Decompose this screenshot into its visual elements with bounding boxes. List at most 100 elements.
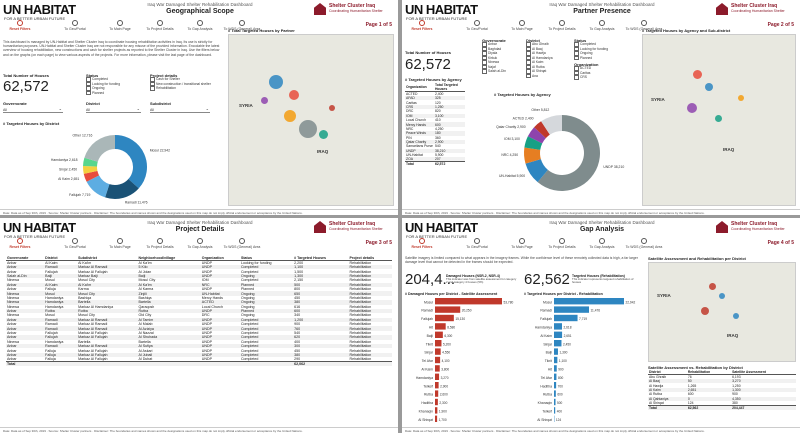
table-row[interactable]: Ninewa Hamdaniya Bashiqa Bashiqa Mercy Hands… bbox=[7, 295, 372, 300]
column-header[interactable]: Organization bbox=[200, 256, 240, 261]
donut-slice[interactable] bbox=[86, 175, 110, 198]
status-filter[interactable]: Completed Looking for funding Ongoing Plann… bbox=[86, 77, 120, 95]
bar[interactable] bbox=[554, 323, 562, 330]
table-row[interactable]: Anbar Fallujah Markaz Al Fallujah Al Shuhad… bbox=[6, 335, 392, 340]
donut-slice[interactable] bbox=[105, 179, 139, 199]
map-marker[interactable] bbox=[261, 97, 268, 104]
district-row[interactable]: Al Baaj 50 3,270 bbox=[648, 379, 796, 384]
subdistrict-select[interactable]: All bbox=[150, 106, 210, 113]
column-header[interactable]: Project details bbox=[348, 256, 392, 261]
map-marker[interactable] bbox=[733, 313, 739, 319]
donut-slice[interactable] bbox=[527, 127, 546, 144]
column-header[interactable]: Neighborhood/village bbox=[137, 256, 201, 261]
reset-filters-button[interactable]: Reset Filters bbox=[0, 20, 40, 31]
agency-row[interactable]: ACTED 2,400 bbox=[406, 92, 444, 96]
bar[interactable] bbox=[554, 356, 558, 364]
table-row[interactable]: Ninewa Hamdaniya Bartella Bartella UNDP Compl… bbox=[7, 339, 372, 344]
table-row[interactable]: Ninewa Mosul Mosul City Mosul City IOM Comple… bbox=[7, 278, 372, 283]
bar[interactable] bbox=[435, 398, 438, 406]
donut-slice[interactable] bbox=[524, 147, 541, 164]
column-header[interactable]: District bbox=[44, 256, 78, 261]
nav-main-button[interactable]: To Main Page bbox=[100, 20, 140, 31]
bar[interactable] bbox=[554, 398, 556, 406]
agency-row[interactable]: Caritas 120 bbox=[406, 100, 441, 105]
agency-map[interactable]: SYRIA IRAQ bbox=[642, 34, 796, 206]
agency-row[interactable]: UN-Habitat 5,900 bbox=[406, 153, 444, 158]
donut-slice[interactable] bbox=[83, 166, 98, 174]
donut-slice[interactable] bbox=[534, 121, 550, 139]
district-row[interactable]: Al Rutba 600 900 bbox=[649, 392, 738, 397]
gap-map[interactable]: SYRIA IRAQ bbox=[648, 262, 796, 362]
nav-gap-analysis-button[interactable]: To Gap Analysis bbox=[180, 20, 220, 31]
column-header[interactable]: # Targeted Houses bbox=[293, 256, 349, 261]
map-marker[interactable] bbox=[284, 110, 296, 122]
governorate-select[interactable]: All bbox=[3, 106, 63, 113]
map-marker[interactable] bbox=[709, 283, 716, 290]
agency-row[interactable]: Qatar Charity 2,900 bbox=[405, 139, 465, 145]
map-marker[interactable] bbox=[269, 75, 283, 89]
organization-filter[interactable]: ACTED Caritas CRS bbox=[574, 66, 591, 80]
bar[interactable] bbox=[554, 340, 562, 347]
nav-geo-button[interactable]: To Geo/Portal bbox=[457, 20, 497, 31]
bar[interactable] bbox=[554, 306, 590, 313]
table-row[interactable]: Anbar Falluja Karma Al Karma UNDP Planned 800 R… bbox=[7, 287, 372, 292]
map-marker[interactable] bbox=[719, 293, 725, 299]
donut-slice[interactable] bbox=[524, 136, 543, 150]
map-marker[interactable] bbox=[299, 120, 317, 138]
donut-slice[interactable] bbox=[115, 135, 147, 189]
nav-main-button[interactable]: To Main Page bbox=[502, 20, 542, 31]
map-marker[interactable] bbox=[289, 90, 299, 100]
table-row[interactable]: Anbar Fallujah Markaz Al Fallujah Al Jolan U… bbox=[7, 269, 372, 274]
map-marker[interactable] bbox=[715, 115, 722, 122]
agency-donut-chart[interactable]: UNDP 38,210 UN-Habitat 5,900 NRC 4,250 IOM … bbox=[487, 98, 637, 208]
bar[interactable] bbox=[435, 365, 440, 372]
reset-filters-button[interactable]: Reset Filters bbox=[402, 238, 442, 249]
nav-wds-button[interactable]: To WDS (General) Area bbox=[624, 20, 664, 31]
reset-filters-button[interactable]: Reset Filters bbox=[402, 20, 442, 31]
donut-slice[interactable] bbox=[84, 135, 115, 162]
table-row[interactable]: Anbar Ramadi Markaz Al Ramadi Al Malab UNDP C… bbox=[7, 322, 372, 327]
map-marker[interactable] bbox=[687, 103, 697, 113]
status-filter[interactable]: Completed Looking for funding Ongoing Plann… bbox=[574, 42, 608, 60]
nav-geo-button[interactable]: To Geo/Portal bbox=[457, 238, 497, 249]
district-row[interactable]: Al Qahtaniya 0 4,350 bbox=[648, 396, 796, 401]
nav-gap-analysis-button[interactable]: To Gap Analysis bbox=[180, 238, 220, 249]
bar[interactable] bbox=[554, 373, 557, 380]
donut-slice[interactable] bbox=[83, 170, 100, 182]
donut-slice[interactable] bbox=[83, 157, 98, 167]
bar[interactable] bbox=[554, 348, 558, 355]
table-row[interactable]: Anbar Fallujah Markaz Al Fallujah Al Nazzal… bbox=[7, 331, 372, 336]
district-row[interactable]: Al Shirqat 124 380 bbox=[649, 400, 738, 405]
bar[interactable] bbox=[554, 331, 563, 338]
table-row[interactable]: Anbar Falluja Markaz Al Fallujah Al Askari U… bbox=[7, 348, 372, 353]
nav-project-details-button[interactable]: To Project Details bbox=[140, 238, 180, 249]
table-row[interactable]: Anbar Ramadi Markaz Al Ramadi Al Sufiya UNDP… bbox=[6, 344, 392, 349]
map-marker[interactable] bbox=[701, 307, 709, 315]
bar[interactable] bbox=[554, 382, 557, 389]
table-row[interactable]: Anbar Ramadi Markaz Al Ramadi 5 Kilo UNDP Com… bbox=[6, 265, 392, 270]
column-header[interactable]: Subdistrict bbox=[77, 256, 138, 261]
bar[interactable] bbox=[435, 340, 442, 347]
nav-main-button[interactable]: To Main Page bbox=[100, 238, 140, 249]
district-donut-chart[interactable]: Mosul 22,942 Ramadi 11,476 Fallujah 7,719 A… bbox=[10, 127, 220, 207]
bar[interactable] bbox=[435, 298, 502, 305]
targeted-bar-chart[interactable]: Mosul 22,942 Ramadi 11,476 Fallujah 7,719 Hamd… bbox=[524, 297, 642, 425]
nav-wds-button[interactable]: To WDS (General) Area bbox=[624, 238, 664, 249]
agency-row[interactable]: NRC 4,250 bbox=[406, 126, 444, 131]
map-marker[interactable] bbox=[329, 105, 335, 111]
agency-row[interactable]: Peace Winds 180 bbox=[405, 131, 465, 136]
agency-row[interactable]: AFAD 325 bbox=[405, 96, 465, 101]
agency-row[interactable]: ZOA 207 bbox=[405, 157, 465, 162]
district-row[interactable]: Abu Ghraib 76 6,193 bbox=[649, 375, 741, 379]
table-row[interactable]: Anbar Falluja Markaz Al Fallujah Al Dubat UN… bbox=[7, 357, 372, 362]
damaged-bar-chart[interactable]: Mosul 53,780 Ramadi 20,250 Fallujah 15,130 Hit… bbox=[405, 297, 520, 425]
donut-slice[interactable] bbox=[537, 115, 600, 191]
agency-row[interactable]: Samaritans Purse 540 bbox=[406, 144, 441, 149]
nav-wds-button[interactable]: To WDS (General) Area bbox=[222, 238, 262, 249]
table-row[interactable]: Ninewa Hamdaniya Bartella Bartella ACTED Ongo… bbox=[6, 300, 392, 305]
partner-map[interactable]: SYRIA IRAQ bbox=[228, 34, 394, 206]
district-filter[interactable]: Abu Ghraib Al Baaj Al Hawija Al Hamdaniya Al… bbox=[526, 42, 553, 78]
governorate-filter[interactable]: Anbar Baghdad Diyala Kirkuk Ninewa Najaf Salah… bbox=[482, 42, 506, 74]
bar[interactable] bbox=[435, 348, 441, 355]
bar[interactable] bbox=[435, 356, 441, 364]
